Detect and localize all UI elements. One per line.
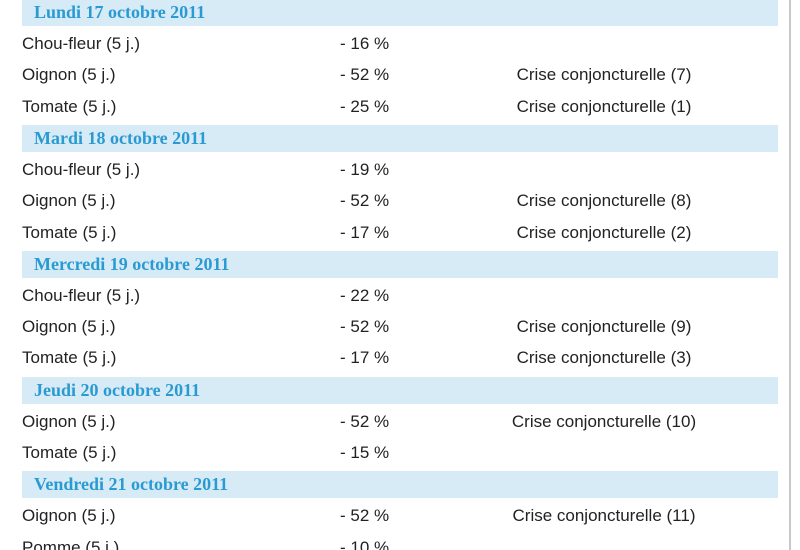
product: Chou-fleur (5 j.) bbox=[22, 159, 141, 179]
change: - 10 % bbox=[340, 537, 390, 550]
change: - 52 % bbox=[340, 191, 390, 211]
product: Oignon (5 j.) bbox=[22, 317, 116, 337]
product: Tomate (5 j.) bbox=[22, 443, 117, 462]
product: Tomate (5 j.) bbox=[22, 96, 117, 116]
product: Tomate (5 j.) bbox=[22, 348, 117, 368]
note: Crise conjoncturelle (9) bbox=[516, 317, 692, 337]
change: - 52 % bbox=[340, 506, 390, 526]
date-band bbox=[22, 124, 778, 152]
note: Crise conjoncturelle (2) bbox=[516, 222, 692, 242]
date-band bbox=[22, 250, 778, 278]
border bbox=[789, 0, 791, 550]
change: - 19 % bbox=[340, 159, 390, 179]
date-band bbox=[22, 376, 778, 404]
note: Crise conjoncturelle (7) bbox=[516, 65, 692, 85]
date-heading: Mercredi 19 octobre 2011 bbox=[34, 253, 230, 274]
change: - 52 % bbox=[340, 65, 390, 85]
change: - 15 % bbox=[340, 443, 390, 462]
product: Pomme (5 j.) bbox=[22, 537, 120, 550]
product: Oignon (5 j.) bbox=[22, 65, 116, 85]
change: - 17 % bbox=[340, 222, 390, 242]
note: Crise conjoncturelle (8) bbox=[516, 191, 692, 211]
product: Chou-fleur (5 j.) bbox=[22, 285, 141, 305]
date-band bbox=[22, 0, 778, 26]
change: - 16 % bbox=[340, 34, 390, 53]
date-band bbox=[22, 471, 778, 499]
date-heading: Jeudi 20 octobre 2011 bbox=[34, 379, 201, 400]
date-heading: Vendredi 21 octobre 2011 bbox=[34, 474, 229, 495]
change: - 25 % bbox=[340, 96, 390, 116]
note: Crise conjoncturelle (1) bbox=[516, 96, 692, 116]
date-heading: Lundi 17 octobre 2011 bbox=[34, 2, 206, 22]
product: Oignon (5 j.) bbox=[22, 191, 116, 211]
product: Chou-fleur (5 j.) bbox=[22, 34, 141, 53]
note: Crise conjoncturelle (3) bbox=[516, 348, 692, 368]
product: Tomate (5 j.) bbox=[22, 222, 117, 242]
date-heading: Mardi 18 octobre 2011 bbox=[34, 127, 208, 148]
product: Oignon (5 j.) bbox=[22, 411, 116, 431]
product: Oignon (5 j.) bbox=[22, 506, 116, 526]
change: - 22 % bbox=[340, 285, 390, 305]
change: - 17 % bbox=[340, 348, 390, 368]
note: Crise conjoncturelle (11) bbox=[512, 506, 696, 526]
change: - 52 % bbox=[340, 411, 390, 431]
note: Crise conjoncturelle (10) bbox=[511, 411, 697, 431]
change: - 52 % bbox=[340, 317, 390, 337]
